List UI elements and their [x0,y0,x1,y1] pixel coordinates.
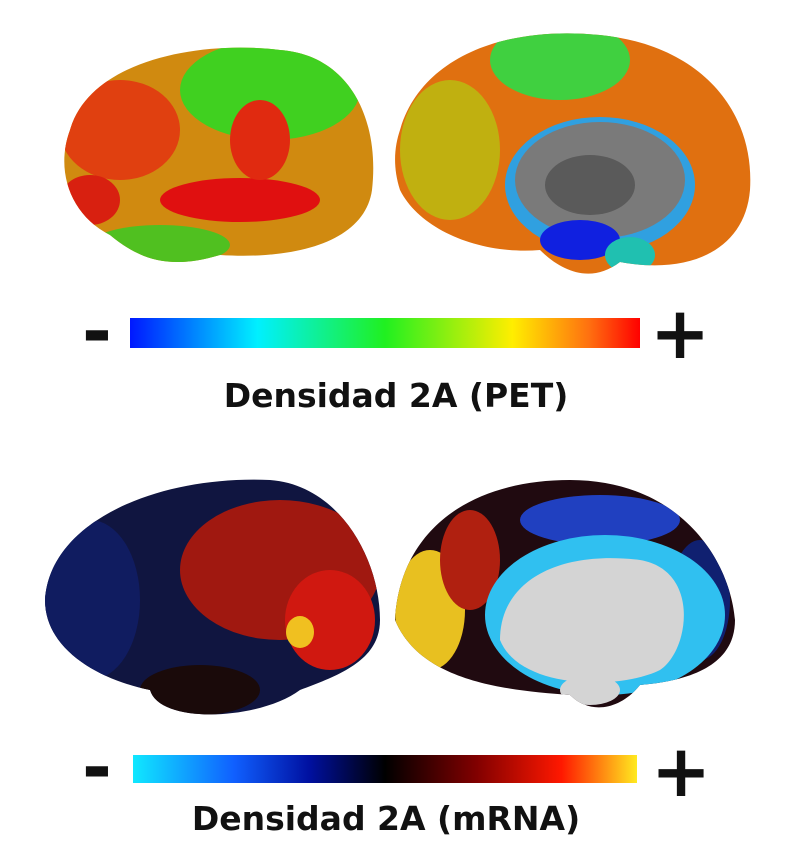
minus-sign: - [82,289,112,373]
colorbar-label: Densidad 2A (PET) [224,376,569,415]
colorbar-pet [130,318,640,348]
brain-mrna-lateral [45,479,380,715]
brain-pet-lateral [64,47,374,263]
brain-mrna-medial [395,480,735,708]
plus-sign: + [651,729,711,813]
colorbar-label: Densidad 2A (mRNA) [192,799,580,838]
brain-pet-medial [395,33,751,274]
colorbar-mrna [133,755,637,783]
plus-sign: + [650,291,710,375]
minus-sign: - [82,725,112,809]
